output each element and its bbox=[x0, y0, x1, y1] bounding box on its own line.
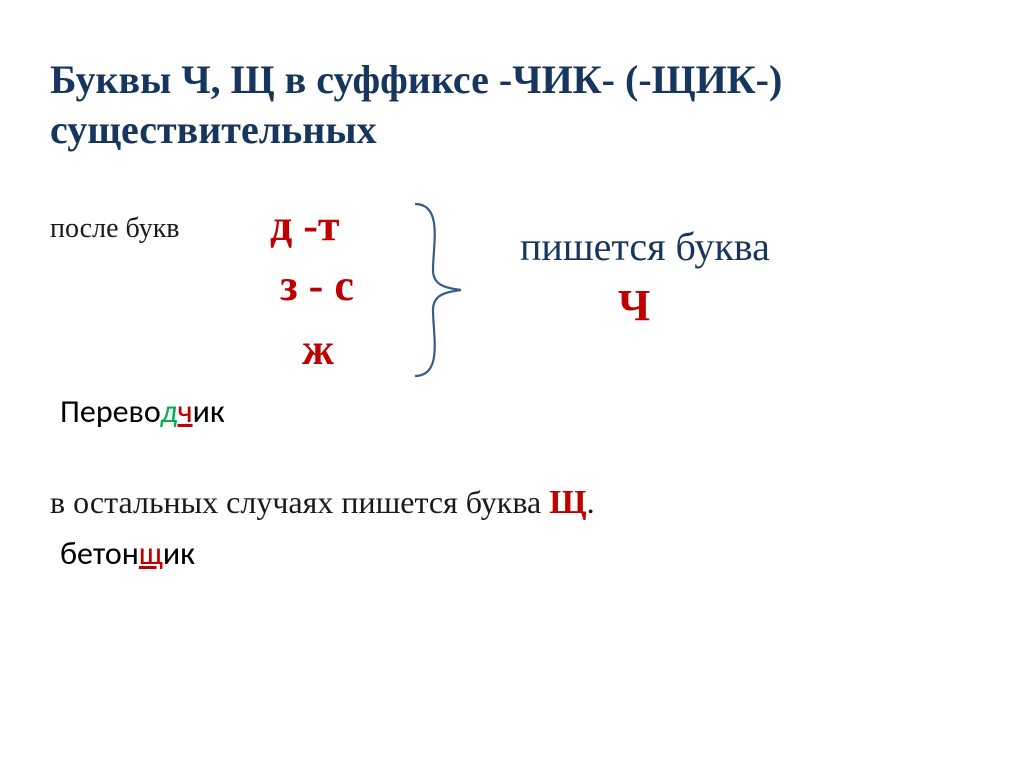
ex1-green-d: д bbox=[161, 392, 178, 431]
ex1-part1: Перево bbox=[60, 392, 161, 431]
ex2-part1: бетон bbox=[60, 534, 139, 573]
ex2-red-sch: щ bbox=[139, 534, 163, 573]
other-cases-line: в остальных случаях пишется буква Щ. bbox=[50, 484, 595, 522]
ex1-red-ch: ч bbox=[178, 392, 193, 431]
result-text: пишется буква bbox=[520, 223, 770, 270]
other-dot: . bbox=[587, 484, 595, 520]
example-1: Переводчик bbox=[60, 392, 225, 431]
intro-text: после букв bbox=[50, 213, 180, 245]
brace-icon bbox=[405, 200, 475, 380]
letters-z-s: з - с bbox=[280, 260, 354, 311]
other-text: в остальных случаях пишется буква bbox=[50, 484, 549, 520]
brace-path bbox=[415, 204, 461, 376]
example-2: бетонщик bbox=[60, 534, 195, 573]
result-letter: Ч bbox=[618, 280, 650, 331]
other-sch: Щ bbox=[549, 484, 586, 521]
ex2-part3: ик bbox=[163, 534, 195, 573]
ex1-part4: ик bbox=[193, 392, 225, 431]
title-text: Буквы Ч, Щ в суффиксе -ЧИК- (-ЩИК-) суще… bbox=[50, 57, 782, 152]
letters-zh: ж bbox=[302, 324, 334, 375]
slide-title: Буквы Ч, Щ в суффиксе -ЧИК- (-ЩИК-) суще… bbox=[50, 55, 970, 155]
slide: Буквы Ч, Щ в суффиксе -ЧИК- (-ЩИК-) суще… bbox=[0, 0, 1024, 767]
letters-d-t: д -т bbox=[270, 200, 340, 251]
